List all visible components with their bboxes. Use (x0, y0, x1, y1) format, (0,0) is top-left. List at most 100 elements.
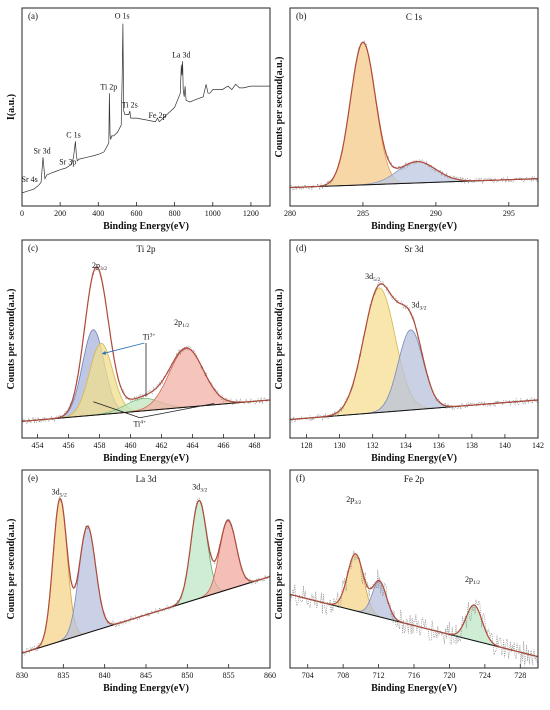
x-tick-label: 454 (32, 441, 44, 450)
peak-annotation: La 3d (172, 51, 190, 60)
x-tick-label: 134 (400, 441, 412, 450)
y-axis-label: I(a.u.) (6, 94, 17, 120)
peak-annotation: 3d5/2 (52, 488, 67, 499)
x-tick-label: 720 (443, 671, 455, 680)
plot-frame (289, 7, 539, 207)
y-axis-label: Counts per second(a.u.) (6, 519, 17, 620)
x-tick-label: 716 (408, 671, 420, 680)
peak-annotation: 2p3/2 (92, 261, 107, 272)
panel-title: La 3d (136, 474, 157, 484)
peak-component (290, 329, 538, 420)
background-line (22, 399, 270, 422)
x-tick-label: 462 (156, 441, 168, 450)
panel-label: (f) (296, 473, 305, 483)
x-tick-label: 724 (479, 671, 491, 680)
peak-annotation: Sr 3d (33, 147, 50, 156)
peak-annotation: 2p1/2 (465, 575, 480, 586)
plot-frame (21, 239, 271, 439)
panel-label: (b) (296, 11, 307, 21)
annotation-arrow (139, 403, 215, 419)
peak-annotation: 2p3/2 (346, 495, 361, 506)
peak-annotation: 3d3/2 (411, 300, 426, 311)
panel-c: 454 456 458 460 462 464 466 468 Binding Energy(e… (6, 239, 271, 464)
peak-component (290, 580, 538, 658)
annotation-arrow (93, 401, 140, 419)
x-axis-label: Binding Energy(eV) (103, 683, 189, 694)
x-axis-label: Binding Energy(eV) (371, 221, 457, 232)
x-axis-label: Binding Energy(eV) (103, 453, 189, 464)
fit-envelope-line (290, 41, 538, 189)
x-tick-label: 830 (16, 671, 28, 680)
panel-e: 830 835 840 845 850 855 860 Binding Energy(eV) C… (6, 469, 276, 694)
fit-envelope-line (290, 283, 538, 421)
peak-annotation: 3d3/2 (192, 482, 207, 493)
x-tick-label: 456 (63, 441, 75, 450)
panel-a: 0 200 400 600 800 1000 1200 Binding Energy(eV) I… (6, 7, 271, 232)
panel-title: Fe 2p (404, 474, 425, 484)
x-axis-label: Binding Energy(eV) (371, 453, 457, 464)
x-tick-label: 800 (169, 209, 181, 218)
y-axis-label: Counts per second(a.u.) (274, 519, 285, 620)
x-tick-label: 850 (181, 671, 193, 680)
peak-annotation: Fe 2p (148, 111, 166, 120)
x-axis-label: Binding Energy(eV) (371, 683, 457, 694)
x-tick-label: 835 (57, 671, 69, 680)
raw-data-line (290, 40, 538, 191)
fit-envelope-line (290, 553, 538, 658)
panel-title: Sr 3d (404, 244, 424, 254)
peak-annotation: Ti3+ (143, 332, 156, 341)
y-axis-label: Counts per second(a.u.) (6, 289, 17, 390)
panel-d: 128 130 132 134 136 138 140 142 Binding Energy(e… (274, 239, 544, 464)
x-tick-label: 1000 (205, 209, 221, 218)
x-tick-label: 728 (514, 671, 526, 680)
x-tick-label: 600 (130, 209, 142, 218)
x-tick-label: 712 (373, 671, 385, 680)
peak-annotation: Ti4+ (133, 420, 146, 429)
peak-annotation: Ti 2s (122, 100, 138, 109)
survey-spectrum-line (22, 23, 270, 194)
fit-envelope-line (22, 497, 270, 654)
x-tick-label: 845 (140, 671, 152, 680)
y-axis-label: Counts per second(a.u.) (274, 57, 285, 158)
x-axis-label: Binding Energy(eV) (103, 221, 189, 232)
x-tick-label: 140 (499, 441, 511, 450)
x-tick-label: 132 (367, 441, 379, 450)
x-tick-label: 136 (433, 441, 445, 450)
panel-f: 704 708 712 716 720 724 728 Binding Energy(eV) C… (274, 469, 539, 694)
x-tick-label: 138 (466, 441, 478, 450)
x-tick-label: 280 (284, 209, 296, 218)
x-tick-label: 400 (92, 209, 104, 218)
peak-annotation: C 1s (66, 131, 80, 140)
x-tick-label: 460 (125, 441, 137, 450)
panel-label: (c) (28, 243, 38, 253)
peak-annotation: Sr 4s (22, 175, 38, 184)
peak-annotation: O 1s (115, 11, 130, 20)
x-tick-label: 1200 (243, 209, 259, 218)
x-tick-label: 855 (223, 671, 235, 680)
raw-data-line (290, 550, 538, 666)
x-tick-label: 466 (218, 441, 230, 450)
x-tick-label: 290 (430, 209, 442, 218)
x-tick-label: 130 (334, 441, 346, 450)
peak-annotation: 2p1/2 (174, 318, 189, 329)
panel-title: C 1s (406, 12, 423, 22)
peak-annotation: 3d5/2 (365, 272, 380, 283)
panel-b: 280 285 290 295 Binding Energy(eV) Counts per… (274, 7, 539, 232)
plot-frame (289, 239, 539, 439)
raw-data-line (22, 496, 270, 656)
y-axis-label: Counts per second(a.u.) (274, 289, 285, 390)
panel-label: (a) (28, 11, 38, 21)
x-tick-label: 468 (249, 441, 261, 450)
peak-annotation: Ti 2p (100, 83, 117, 92)
x-tick-label: 840 (99, 671, 111, 680)
x-tick-label: 142 (532, 441, 544, 450)
x-tick-label: 708 (337, 671, 349, 680)
panel-label: (e) (28, 473, 38, 483)
raw-data-line (290, 280, 538, 424)
x-tick-label: 464 (187, 441, 199, 450)
annotation-arrow (101, 342, 145, 355)
x-tick-label: 200 (54, 209, 66, 218)
x-tick-label: 0 (20, 209, 24, 218)
x-tick-label: 704 (302, 671, 314, 680)
